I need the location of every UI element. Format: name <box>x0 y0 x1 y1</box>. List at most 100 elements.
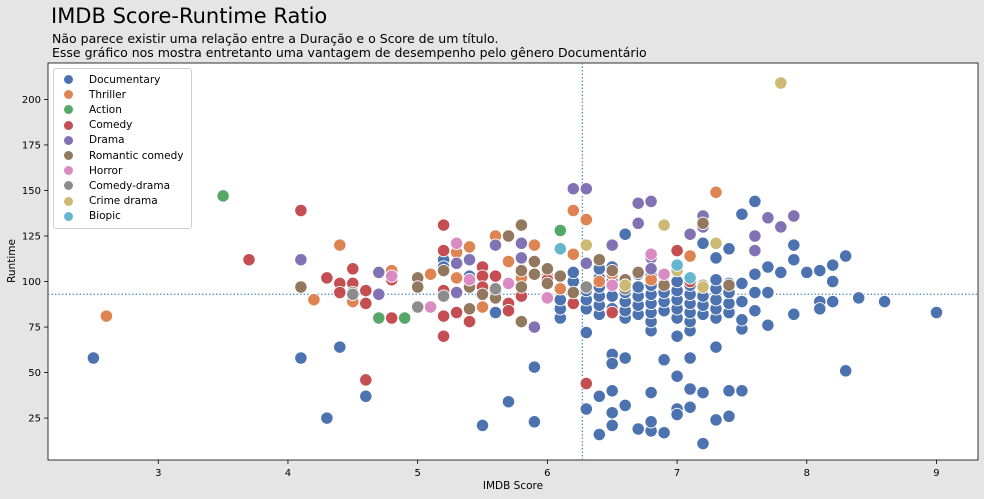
data-point-comedy <box>501 304 516 318</box>
data-point-drama <box>748 243 762 258</box>
data-point-thriller <box>333 238 347 252</box>
data-point-documentary <box>722 384 736 398</box>
data-point-documentary <box>527 360 542 374</box>
data-point-documentary <box>735 294 749 309</box>
legend-marker <box>64 90 73 100</box>
data-point-documentary <box>774 265 788 280</box>
legend-item-comedy: Comedy <box>61 118 183 133</box>
data-point-romantic-comedy <box>657 278 671 292</box>
data-point-documentary <box>657 426 671 440</box>
data-point-documentary <box>657 353 671 367</box>
data-point-horror <box>605 278 619 292</box>
legend-item-documentary: Documentary <box>61 72 183 87</box>
data-point-documentary <box>320 411 334 425</box>
data-point-documentary <box>644 415 658 429</box>
data-point-documentary <box>592 389 606 403</box>
data-point-drama <box>294 253 308 267</box>
data-point-documentary <box>826 274 840 289</box>
data-point-comedy <box>436 243 451 258</box>
data-point-drama <box>644 262 658 276</box>
legend-marker <box>64 166 73 176</box>
x-tick-label: 6 <box>544 468 550 479</box>
data-point-romantic-comedy <box>462 302 477 316</box>
legend-item-comedy-drama: Comedy-drama <box>61 178 183 193</box>
data-point-documentary <box>644 385 658 400</box>
y-tick-label: 50 <box>28 368 41 379</box>
data-point-documentary <box>787 238 801 252</box>
data-point-romantic-comedy <box>411 280 425 294</box>
data-point-documentary <box>696 236 710 250</box>
data-point-documentary <box>735 384 749 398</box>
legend-label: Thriller <box>89 88 126 101</box>
legend-label: Drama <box>89 134 125 147</box>
data-point-thriller <box>566 203 580 218</box>
data-points <box>86 76 944 451</box>
y-tick-label: 75 <box>28 323 41 334</box>
data-point-romantic-comedy <box>722 278 736 292</box>
data-point-documentary <box>592 427 606 442</box>
data-point-comedy-drama <box>436 289 451 303</box>
data-point-thriller <box>579 212 593 227</box>
data-point-comedy <box>333 285 347 300</box>
data-point-documentary <box>709 340 723 354</box>
data-point-comedy-drama <box>346 287 360 301</box>
data-point-documentary <box>333 340 347 354</box>
data-point-romantic-comedy <box>514 218 529 232</box>
legend-marker <box>64 75 73 85</box>
legend-marker <box>64 120 73 130</box>
data-point-comedy <box>449 305 464 320</box>
data-point-thriller <box>501 254 516 269</box>
x-tick-label: 5 <box>414 468 420 479</box>
data-point-comedy <box>436 309 451 323</box>
data-point-thriller <box>709 185 723 199</box>
data-point-documentary <box>683 400 697 414</box>
data-point-documentary <box>722 242 736 256</box>
data-point-documentary <box>359 389 373 403</box>
data-point-romantic-comedy <box>566 285 580 300</box>
legend-label: Comedy-drama <box>89 179 171 192</box>
data-point-romantic-comedy <box>514 263 529 278</box>
data-point-documentary <box>605 418 619 433</box>
data-point-drama <box>449 256 464 270</box>
data-point-drama <box>774 220 788 234</box>
data-point-romantic-comedy <box>631 265 645 280</box>
y-axis-label: Runtime <box>6 239 18 283</box>
data-point-crime-drama <box>618 278 632 292</box>
data-point-documentary <box>800 265 814 280</box>
data-point-comedy <box>242 253 256 267</box>
data-point-drama <box>631 196 645 210</box>
data-point-documentary <box>294 351 308 365</box>
data-point-drama <box>449 285 464 300</box>
data-point-documentary <box>631 422 645 436</box>
data-point-horror <box>644 247 658 261</box>
legend-marker <box>64 196 73 206</box>
legend-item-drama: Drama <box>61 133 183 148</box>
y-tick-label: 100 <box>22 277 41 288</box>
data-point-drama <box>787 209 801 223</box>
data-point-drama <box>748 229 762 243</box>
data-point-documentary <box>826 258 840 272</box>
data-point-documentary <box>475 418 490 433</box>
data-point-romantic-comedy <box>540 262 555 276</box>
data-point-comedy <box>320 271 334 285</box>
data-point-documentary <box>748 194 762 209</box>
legend: Documentary Thriller Action Comedy Drama Roma… <box>53 68 193 229</box>
data-point-documentary <box>605 406 619 420</box>
legend-label: Documentary <box>89 73 161 86</box>
x-tick-label: 7 <box>674 468 680 479</box>
data-point-documentary <box>761 285 775 300</box>
data-point-comedy <box>436 329 451 343</box>
data-point-documentary <box>605 384 619 398</box>
data-point-comedy <box>359 283 373 298</box>
data-point-documentary <box>826 294 840 309</box>
data-point-documentary <box>670 329 684 343</box>
reference-lines <box>48 63 978 460</box>
data-point-crime-drama <box>579 238 593 252</box>
data-point-romantic-comedy <box>475 287 490 301</box>
data-point-comedy <box>488 269 503 283</box>
data-point-thriller <box>527 238 542 252</box>
data-point-documentary <box>670 407 684 422</box>
data-point-crime-drama <box>696 280 710 294</box>
legend-item-biopic: Biopic <box>61 209 183 224</box>
data-point-documentary <box>709 413 723 427</box>
